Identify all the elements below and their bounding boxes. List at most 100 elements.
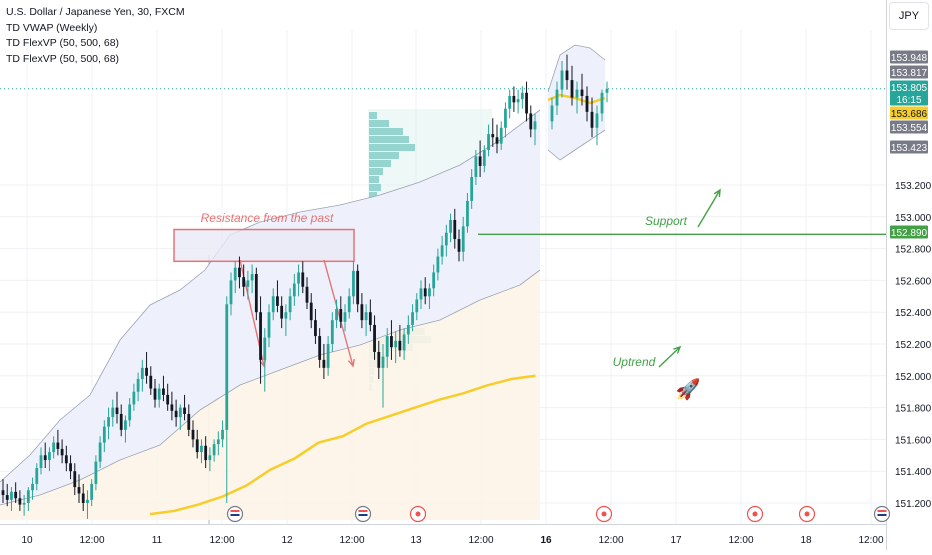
upper-band-fill bbox=[0, 110, 540, 505]
price-label-box bbox=[890, 50, 928, 64]
support-label: Support bbox=[645, 214, 688, 228]
candles bbox=[1, 54, 609, 519]
candle-body bbox=[102, 426, 106, 443]
annotations: Resistance from the past Support Uptrend… bbox=[201, 211, 701, 401]
mid-band-line bbox=[0, 269, 541, 506]
candle-body bbox=[360, 304, 364, 321]
candle-body bbox=[56, 442, 60, 449]
candle-body bbox=[5, 495, 9, 500]
candle-body bbox=[246, 280, 250, 287]
candle-body bbox=[560, 70, 564, 90]
candle-body bbox=[600, 92, 604, 114]
candle-body bbox=[43, 455, 47, 461]
profile-bar bbox=[369, 112, 377, 119]
candle-body bbox=[352, 270, 355, 297]
candle-body bbox=[419, 288, 423, 300]
lower-band-fill bbox=[0, 270, 540, 520]
x-tick-label: 12:00 bbox=[728, 535, 753, 546]
candle-body bbox=[284, 312, 288, 319]
candle-body bbox=[512, 95, 516, 103]
candle-body bbox=[423, 288, 427, 297]
candle-body bbox=[461, 226, 465, 252]
candle-body bbox=[14, 491, 18, 499]
y-tick-label: 151.600 bbox=[895, 435, 932, 446]
up-arrow-support-head bbox=[713, 188, 721, 198]
candle-body bbox=[520, 92, 524, 100]
y-tick-label: 152.400 bbox=[895, 308, 932, 319]
resistance-box[interactable] bbox=[173, 228, 355, 263]
event-dot bbox=[601, 511, 607, 517]
candle-body bbox=[605, 88, 609, 93]
candle-body bbox=[297, 272, 300, 284]
candle-body bbox=[440, 245, 444, 257]
chart-legend: U.S. Dollar / Japanese Yen, 30, FXCM TD … bbox=[6, 5, 185, 67]
price-label: 153.817 bbox=[891, 68, 928, 79]
candle-body bbox=[288, 296, 292, 313]
profile-bar bbox=[369, 136, 409, 143]
candle-body bbox=[377, 351, 381, 368]
profile-bar bbox=[369, 192, 377, 199]
candle-body bbox=[318, 336, 322, 360]
candle-body bbox=[457, 239, 461, 252]
candle-body bbox=[26, 490, 30, 503]
candle-body bbox=[111, 407, 115, 418]
profile-bar bbox=[369, 160, 391, 167]
candle-body bbox=[555, 89, 559, 106]
candle-body bbox=[271, 296, 275, 313]
down-arrow-2-head bbox=[347, 358, 355, 368]
candle-body bbox=[216, 439, 220, 445]
candle-body bbox=[385, 336, 389, 357]
candle-body bbox=[119, 413, 123, 430]
price-label: 153.423 bbox=[891, 143, 928, 154]
candle-body bbox=[263, 337, 267, 360]
price-label-box bbox=[890, 80, 928, 94]
candle-body bbox=[115, 407, 119, 414]
candle-body bbox=[516, 99, 520, 103]
candle-body bbox=[347, 296, 351, 313]
candle-body bbox=[390, 336, 393, 348]
price-label: 153.554 bbox=[891, 123, 928, 134]
candle-body bbox=[495, 137, 499, 144]
profile-bar bbox=[369, 176, 379, 183]
price-label: 153.805 bbox=[891, 83, 928, 94]
x-tick-label: 10 bbox=[21, 535, 33, 546]
candle-body bbox=[81, 493, 85, 503]
x-tick-label: 12:00 bbox=[209, 535, 234, 546]
profile-bar bbox=[369, 144, 415, 151]
candle-body bbox=[470, 177, 474, 201]
x-tick-label: 16 bbox=[540, 535, 552, 546]
candle-body bbox=[482, 150, 486, 166]
candle-body bbox=[491, 134, 495, 138]
resistance-zone[interactable] bbox=[173, 188, 886, 368]
candle-body bbox=[368, 312, 372, 325]
x-tick-label: 18 bbox=[800, 535, 812, 546]
candle-body bbox=[585, 95, 589, 112]
flag-stripe bbox=[230, 514, 240, 516]
candle-body bbox=[406, 324, 410, 335]
candle-body bbox=[364, 312, 368, 321]
candle-body bbox=[259, 312, 262, 360]
candle-body bbox=[18, 498, 22, 505]
candle-body bbox=[356, 270, 360, 305]
x-tick-label: 12:00 bbox=[598, 535, 623, 546]
x-tick-label: 12:00 bbox=[858, 535, 883, 546]
profile-bar bbox=[369, 184, 381, 191]
candle-body bbox=[254, 274, 258, 313]
candle-body bbox=[238, 267, 241, 278]
candle-body bbox=[174, 410, 178, 418]
candle-body bbox=[292, 283, 296, 297]
currency-button[interactable]: JPY bbox=[889, 2, 929, 30]
rocket-icon: 🚀 bbox=[676, 377, 701, 401]
candle-body bbox=[394, 340, 398, 348]
candle-body bbox=[529, 113, 533, 130]
event-dot bbox=[804, 511, 810, 517]
candle-body bbox=[575, 89, 579, 98]
candle-body bbox=[204, 445, 208, 461]
candle-body bbox=[10, 491, 13, 500]
profile-bar bbox=[369, 152, 399, 159]
y-tick-label: 152.600 bbox=[895, 276, 932, 287]
x-tick-label: 12:00 bbox=[339, 535, 364, 546]
candle-body bbox=[233, 267, 237, 281]
